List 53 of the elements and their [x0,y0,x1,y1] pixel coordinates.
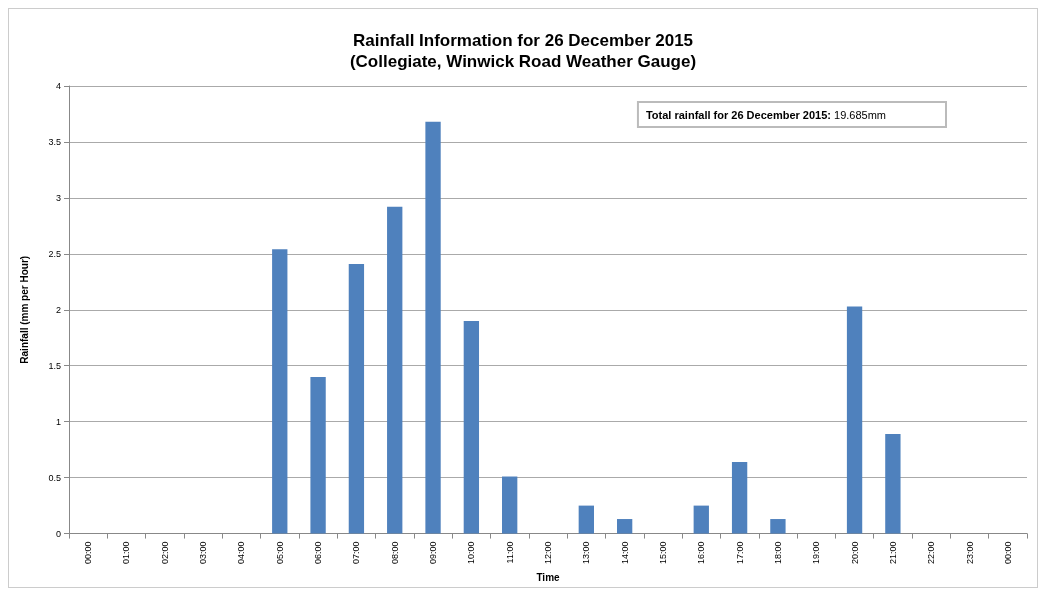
bar [425,121,441,534]
y-tick-label: 2 [55,304,61,315]
chart-title: Rainfall Information for 26 December 2015 [352,31,694,50]
bar [770,519,786,534]
x-tick-label: 01:00 [121,541,132,565]
x-tick-label: 07:00 [351,541,362,565]
bar [348,263,365,534]
x-tick-label: 20:00 [849,541,860,565]
bar [885,433,901,534]
bar [616,519,633,534]
x-tick-label: 06:00 [313,541,324,565]
bar [272,249,288,534]
x-tick-label: 11:00 [504,541,515,564]
x-tick-label: 15:00 [657,541,668,565]
bar [387,206,403,534]
x-tick-label: 21:00 [887,541,898,565]
x-tick-label: 04:00 [236,541,247,565]
bar [310,376,326,534]
y-tick-label: 0.5 [48,472,61,483]
bar [731,461,748,534]
x-tick-label: 18:00 [772,541,783,565]
annotation: Total rainfall for 26 December 2015: 19.685mm [645,108,886,121]
x-tick-label: 16:00 [696,541,707,565]
y-tick-label: 1.5 [48,360,61,371]
x-tick-label: 14:00 [619,541,630,565]
y-tick-label: 3.5 [48,136,61,147]
y-tick-label: 0 [55,528,61,539]
bar [693,505,709,534]
x-tick-label: 10:00 [466,541,477,565]
x-tick-label: 00:00 [1002,541,1013,565]
x-tick-label: 22:00 [926,541,937,565]
y-tick-label: 3 [55,192,61,203]
x-tick-label: 02:00 [159,541,170,565]
x-tick-label: 09:00 [428,541,439,565]
x-tick-label: 08:00 [389,541,400,565]
x-tick-label: 23:00 [964,541,975,565]
y-tick-label: 1 [55,416,61,427]
x-tick-label: 12:00 [543,541,553,565]
y-tick-label: 2.5 [48,248,61,259]
y-axis-title: Rainfall (mm per Hour) [18,255,30,364]
x-tick-label: 00:00 [83,541,94,565]
bar [846,306,863,534]
x-tick-label: 05:00 [274,541,285,565]
chart-subtitle: (Collegiate, Winwick Road Weather Gauge) [349,52,697,71]
x-tick-label: 13:00 [581,541,592,565]
y-tick-label: 4 [55,81,61,91]
x-axis-title: Time [536,571,561,583]
bar [502,476,518,534]
bar [463,320,480,534]
x-tick-label: 03:00 [198,541,209,565]
bar [578,505,594,534]
x-tick-label: 17:00 [734,541,745,565]
x-tick-label: 19:00 [811,541,822,565]
